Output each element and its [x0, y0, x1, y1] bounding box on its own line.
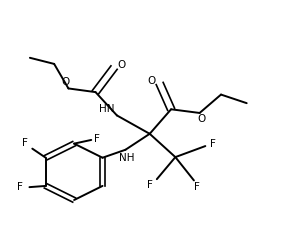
Text: F: F [209, 139, 215, 149]
Text: O: O [61, 77, 70, 87]
Text: O: O [148, 76, 156, 86]
Text: F: F [94, 134, 100, 144]
Text: F: F [17, 182, 23, 192]
Text: F: F [22, 138, 28, 148]
Text: O: O [197, 114, 205, 124]
Text: HN: HN [99, 104, 115, 114]
Text: O: O [118, 60, 126, 70]
Text: F: F [194, 182, 200, 191]
Text: F: F [147, 180, 153, 189]
Text: NH: NH [119, 153, 134, 163]
